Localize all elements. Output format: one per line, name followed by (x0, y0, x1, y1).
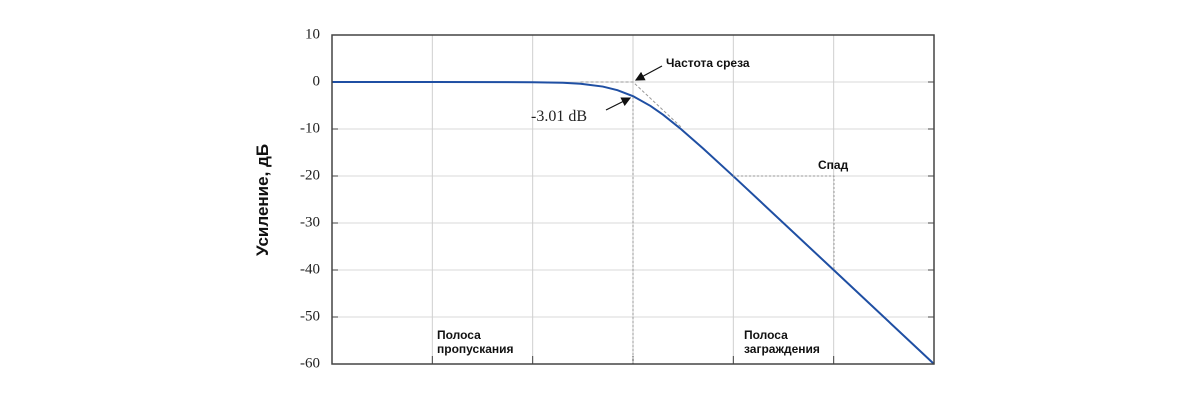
y-tick-label: -50 (300, 308, 320, 324)
passband-label: пропускания (437, 342, 514, 356)
y-tick-label: 0 (313, 73, 321, 89)
y-tick-label: -30 (300, 214, 320, 230)
rolloff-guide (733, 175, 835, 270)
cutoff-label: Частота среза (666, 56, 750, 70)
plot-frame (331, 34, 935, 365)
y-tick-label: -60 (300, 355, 320, 371)
attenuation-arrow (605, 97, 632, 111)
y-tick-label: -40 (300, 261, 320, 277)
stopband-label: заграждения (744, 342, 820, 356)
attenuation-label: -3.01 dB (531, 108, 587, 125)
y-tick-label: -10 (300, 120, 320, 136)
cutoff-arrow (634, 65, 663, 81)
stopband-label: Полоса (744, 328, 788, 342)
asymptote-line (580, 81, 682, 128)
rolloff-label: Спад (818, 158, 849, 172)
y-tick-label: -20 (300, 167, 320, 183)
y-tick-label: 10 (305, 26, 320, 42)
passband-label: Полоса (437, 328, 481, 342)
y-axis-label: Усиление, дБ (253, 144, 272, 256)
response-line (332, 81, 935, 365)
